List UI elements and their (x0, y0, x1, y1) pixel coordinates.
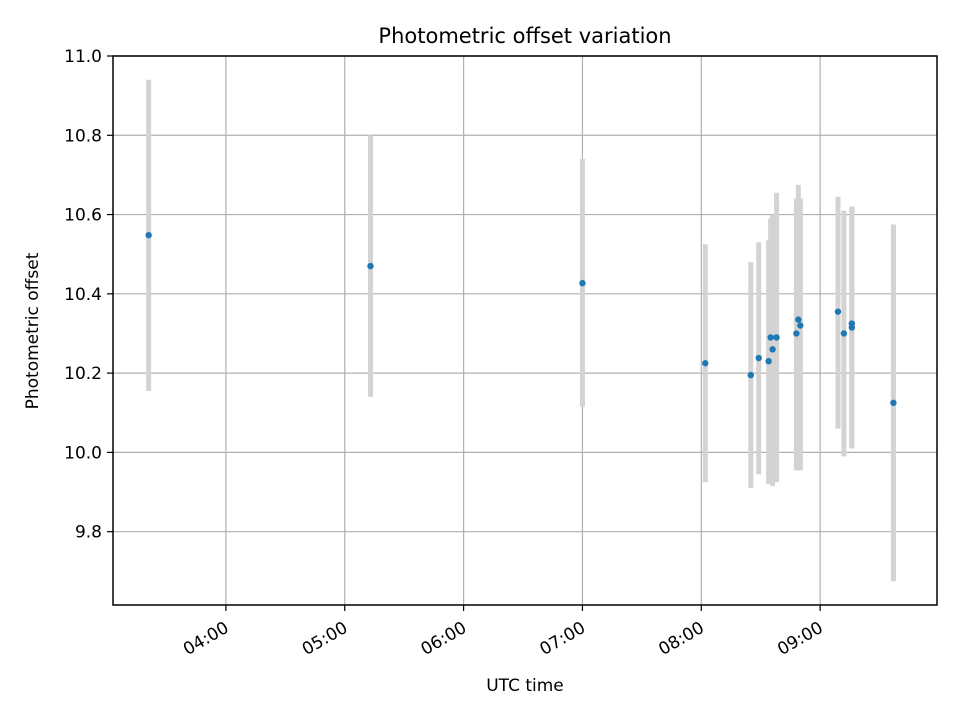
data-point (747, 371, 755, 379)
x-tick-label: 06:00 (418, 618, 470, 660)
y-tick-label: 9.8 (75, 523, 102, 543)
data-points (145, 231, 897, 407)
data-point (367, 262, 374, 270)
data-point (848, 320, 856, 327)
y-tick-label: 10.0 (64, 443, 102, 463)
data-point (755, 354, 762, 362)
data-point (145, 231, 152, 239)
grid-lines (113, 55, 937, 605)
y-axis-ticks: 9.8 10.0 10.2 10.4 10.6 10.8 11.0 (64, 47, 113, 543)
x-tick-label: 04:00 (180, 618, 232, 660)
data-point (702, 360, 709, 367)
y-tick-label: 10.6 (64, 206, 102, 226)
data-point (773, 334, 780, 341)
x-tick-label: 07:00 (537, 618, 589, 660)
data-point (890, 399, 897, 407)
x-tick-label: 05:00 (299, 618, 351, 660)
chart-title: Photometric offset variation (378, 24, 671, 48)
x-tick-label: 08:00 (655, 618, 707, 660)
error-bars (146, 79, 896, 582)
y-tick-label: 10.4 (64, 285, 102, 305)
data-point (579, 279, 586, 287)
x-tick-label: 09:00 (774, 618, 826, 660)
x-axis-label: UTC time (486, 676, 564, 696)
y-tick-label: 10.8 (64, 126, 102, 146)
data-point (767, 334, 774, 341)
plot-frame (112, 55, 938, 606)
data-point (765, 358, 772, 365)
data-point (769, 346, 776, 353)
data-point (840, 330, 848, 337)
y-tick-label: 11.0 (64, 47, 102, 67)
data-point (834, 308, 842, 315)
data-point (795, 316, 802, 323)
data-point (793, 330, 800, 337)
y-axis-label: Photometric offset (23, 252, 43, 409)
x-axis-ticks: 04:00 05:00 06:00 07:00 08:00 09:00 (180, 605, 827, 660)
data-point (797, 322, 804, 329)
y-tick-label: 10.2 (64, 364, 102, 384)
